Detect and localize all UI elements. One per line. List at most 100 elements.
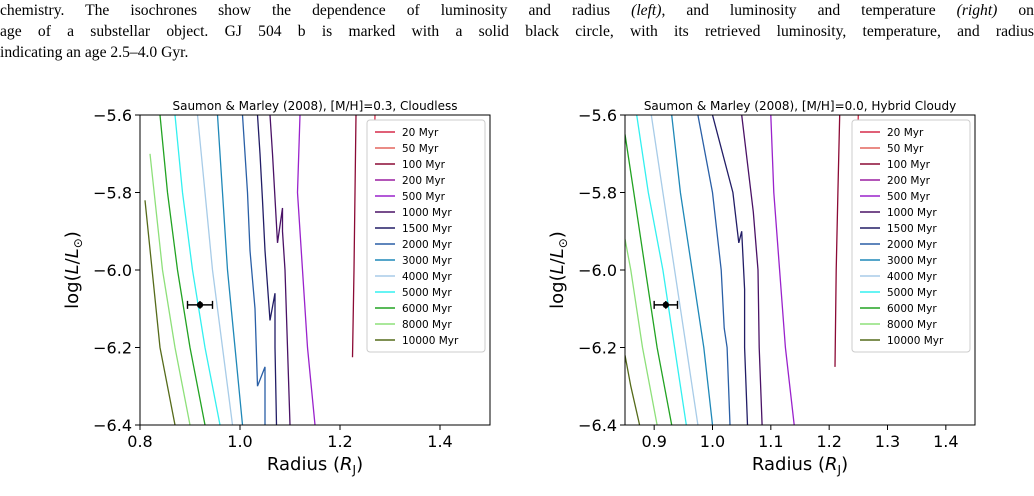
legend-entry: 6000 Myr xyxy=(887,303,937,315)
x-tick-label: 1.0 xyxy=(227,432,252,451)
y-axis-label-part: ) xyxy=(547,231,568,238)
series-line-4000-myr xyxy=(196,115,234,425)
data-point-gj504b xyxy=(662,301,670,309)
y-axis-label-part: ) xyxy=(62,231,83,238)
x-tick-label: 1.0 xyxy=(700,432,725,451)
legend-entry: 2000 Myr xyxy=(402,239,452,251)
legend-entry: 100 Myr xyxy=(887,159,931,171)
series-line-6000-myr xyxy=(625,134,673,425)
x-axis-label-part: R xyxy=(340,454,353,475)
caption-text: chemistry. The isochrones show the depen… xyxy=(0,2,632,19)
y-tick-label: −5.6 xyxy=(93,106,132,125)
series-line-500-myr xyxy=(770,115,795,425)
series-line-100-myr xyxy=(351,115,357,358)
legend-entry: 10000 Myr xyxy=(402,335,459,347)
y-tick-label: −6.4 xyxy=(578,416,617,435)
isochrone-plot-right: Saumon & Marley (2008), [M/H]=0.0, Hybri… xyxy=(547,99,976,477)
x-axis-label-part: ) xyxy=(356,454,363,475)
series-line-10000-myr xyxy=(144,200,176,425)
series-line-8000-myr xyxy=(149,153,191,425)
legend-frame xyxy=(366,119,486,353)
series-line-8000-myr xyxy=(625,238,658,425)
series-line-3000-myr xyxy=(671,115,714,425)
y-tick-label: −5.8 xyxy=(93,184,132,203)
legend-entry: 1000 Myr xyxy=(887,207,937,219)
y-axis-label-part: L xyxy=(547,264,568,274)
gj504b-marker xyxy=(186,300,214,309)
caption-text: , and luminosity and temperature xyxy=(661,2,957,19)
caption-right-ref: (right) xyxy=(956,2,998,19)
y-axis-label-part: L xyxy=(62,264,83,274)
series-line-3000-myr xyxy=(216,115,244,425)
x-axis-label-part: J xyxy=(352,463,357,477)
y-tick-label: −6.0 xyxy=(93,261,132,280)
y-axis-label-part: ⊙ xyxy=(71,238,85,248)
series-line-1500-myr xyxy=(256,115,278,425)
legend-entry: 8000 Myr xyxy=(887,319,937,331)
legend-entry: 10000 Myr xyxy=(887,335,944,347)
x-axis-label-part: Radius ( xyxy=(267,454,340,475)
x-axis-label-part: ) xyxy=(841,454,848,475)
legend-entry: 1000 Myr xyxy=(402,207,452,219)
legend-entry: 500 Myr xyxy=(887,191,931,203)
x-tick-label: 1.2 xyxy=(816,432,841,451)
legend-frame xyxy=(851,119,971,353)
series-line-4000-myr xyxy=(650,115,699,425)
legend-entry: 200 Myr xyxy=(887,175,931,187)
y-tick-label: −5.6 xyxy=(578,106,617,125)
caption-line-3: indicating an age 2.5–4.0 Gyr. xyxy=(0,44,189,61)
legend-entry: 4000 Myr xyxy=(887,271,937,283)
legend-entry: 4000 Myr xyxy=(402,271,452,283)
isochrone-plot-left: Saumon & Marley (2008), [M/H]=0.3, Cloud… xyxy=(62,99,491,477)
legend-entry: 6000 Myr xyxy=(402,303,452,315)
y-axis-label-part: log( xyxy=(62,274,83,308)
y-axis-label-part: ⊙ xyxy=(556,238,570,248)
legend-entry: 5000 Myr xyxy=(402,287,452,299)
x-axis-label-part: J xyxy=(837,463,842,477)
x-tick-label: 1.4 xyxy=(427,432,452,451)
legend-entry: 1500 Myr xyxy=(887,223,937,235)
legend-entry: 5000 Myr xyxy=(887,287,937,299)
legend-entry: 8000 Myr xyxy=(402,319,452,331)
y-axis-label-part: L xyxy=(547,248,568,258)
y-axis-label-part: / xyxy=(62,257,83,264)
series-line-2000-myr xyxy=(697,115,731,425)
x-tick-label: 0.8 xyxy=(127,432,152,451)
figure-caption: chemistry. The isochrones show the depen… xyxy=(0,0,1034,63)
legend-entry: 20 Myr xyxy=(402,127,439,139)
legend: 20 Myr 50 Myr 100 Myr 200 Myr 500 Myr 1000 My… xyxy=(366,119,486,353)
series-group xyxy=(144,115,376,425)
legend-entry: 3000 Myr xyxy=(887,255,937,267)
y-axis-label: log(L/L⊙) xyxy=(547,231,570,309)
legend-entry: 2000 Myr xyxy=(887,239,937,251)
y-axis-label-part: / xyxy=(547,257,568,264)
caption-line-2: age of a substellar object. GJ 504 b is … xyxy=(0,23,1034,40)
series-line-2000-myr xyxy=(241,115,266,425)
series-group xyxy=(625,115,859,425)
series-line-1000-myr xyxy=(741,115,763,425)
legend-entry: 3000 Myr xyxy=(402,255,452,267)
y-axis-label: log(L/L⊙) xyxy=(62,231,85,309)
series-line-10000-myr xyxy=(625,355,641,425)
x-tick-label: 1.2 xyxy=(327,432,352,451)
chart-title: Saumon & Marley (2008), [M/H]=0.3, Cloud… xyxy=(172,99,457,113)
x-tick-label: 1.4 xyxy=(933,432,958,451)
x-axis-label-part: R xyxy=(825,454,838,475)
legend-entry: 200 Myr xyxy=(402,175,446,187)
x-tick-label: 0.9 xyxy=(641,432,666,451)
legend-entry: 1500 Myr xyxy=(402,223,452,235)
y-tick-label: −6.2 xyxy=(93,339,132,358)
y-tick-label: −5.8 xyxy=(578,184,617,203)
legend-entry: 100 Myr xyxy=(402,159,446,171)
gj504b-marker xyxy=(653,300,679,309)
x-axis-label: Radius (RJ) xyxy=(267,454,363,477)
legend-entry: 20 Myr xyxy=(887,127,924,139)
series-line-6000-myr xyxy=(159,115,206,425)
y-tick-label: −6.0 xyxy=(578,261,617,280)
series-line-500-myr xyxy=(296,115,316,425)
caption-line-1: chemistry. The isochrones show the depen… xyxy=(0,0,1034,21)
caption-left-ref: (left) xyxy=(631,2,662,19)
legend-entry: 500 Myr xyxy=(402,191,446,203)
caption-text: on xyxy=(997,2,1034,19)
series-line-100-myr xyxy=(834,115,841,367)
